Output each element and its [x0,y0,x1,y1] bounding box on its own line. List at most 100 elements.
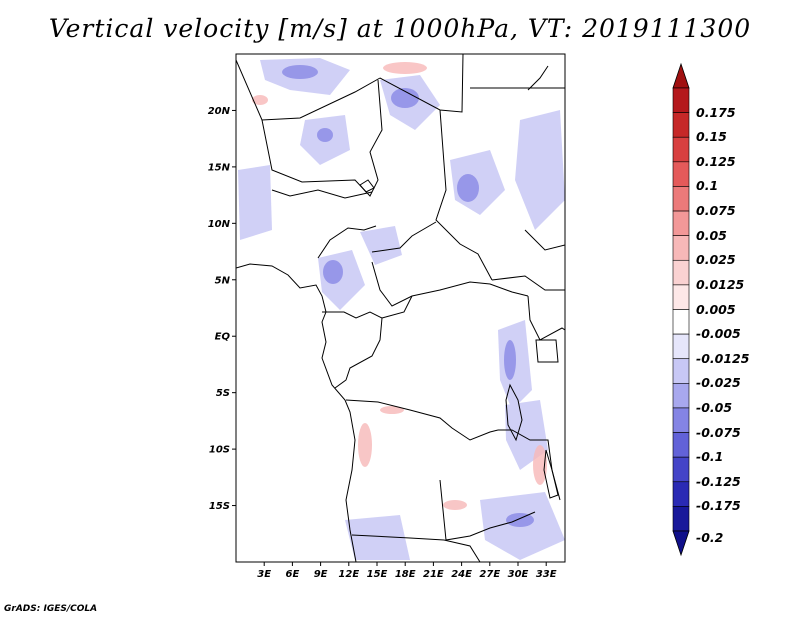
colorbar-box [672,235,690,261]
colorbar-label: -0.075 [696,424,741,440]
velocity-patch-west-coast [238,165,272,240]
lake-chad [359,179,375,193]
velocity-core-4 [323,260,343,284]
border-libya-egypt [379,54,464,113]
velocity-pos-3 [358,423,372,467]
colorbar [672,62,690,557]
lake-tanganyika [505,383,523,442]
border-chad-sudan [435,109,493,281]
lat-tick-label: 5S [216,388,230,399]
lat-tick-label: EQ [215,332,231,343]
lake-victoria [535,339,559,363]
colorbar-box [672,358,690,384]
colorbar-label: 0.1 [696,178,719,194]
lon-tick-label: 33E [536,569,557,580]
lat-tick-label: 10S [209,445,230,456]
colorbar-label: 0.0125 [696,276,745,292]
colorbar-label: -0.175 [696,498,741,514]
velocity-pos-5 [443,500,467,510]
velocity-core-6 [317,128,333,142]
sinai-coast [527,65,549,91]
lon-tick-label: 21E [423,569,444,580]
border-drc-angola [345,399,499,441]
colorbar-box [672,112,690,138]
colorbar-label: -0.125 [696,473,741,489]
lon-tick-label: 9E [314,569,328,580]
colorbar-top-arrow [672,62,690,89]
map-frame [235,53,566,563]
border-nigeria-cameroon [317,225,377,259]
border-sudan-south-sudan [491,275,565,291]
colorbar-label: 0.025 [696,252,736,268]
grads-credit: GrADS: IGES/COLA [4,604,98,614]
colorbar-box [672,333,690,360]
lon-tick-label: 6E [286,569,300,580]
velocity-patch-chad [360,226,402,265]
colorbar-label: -0.1 [696,449,724,465]
lon-tick-label: 3E [257,569,271,580]
velocity-core-3 [457,174,479,202]
colorbar-label: 0.125 [696,153,736,169]
lon-tick-label: 30E [508,569,529,580]
colorbar-label: -0.0125 [696,350,750,366]
colorbar-box [672,506,690,532]
velocity-field [238,58,565,560]
velocity-patch-cameroon [318,250,365,310]
border-algeria-libya [236,59,381,121]
colorbar-box [672,87,690,113]
lat-axis: 20N 15N 10N 5N EQ 5S 10S 15S [208,106,236,512]
coastlines-and-borders [236,54,565,562]
border-niger-nigeria [271,189,373,199]
border-angola-zambia [439,479,536,541]
lat-tick-label: 15S [209,501,230,512]
velocity-patch-south-west [345,515,410,560]
velocity-patch-ethiopia [515,110,565,230]
colorbar-label: 0.05 [696,227,727,243]
colorbar-box [672,432,690,458]
lat-tick-label: 10N [208,219,231,230]
lake-malawi [543,449,559,499]
lat-tick-label: 5N [215,275,231,286]
colorbar-box [672,284,690,310]
lon-tick-label: 24E [451,569,472,580]
velocity-core-2 [391,88,419,108]
colorbar-label: 0.15 [696,129,727,145]
map-title: Vertical velocity [m/s] at 1000hPa, VT: … [48,14,752,43]
lon-tick-label: 15E [367,569,388,580]
colorbar-box [672,309,690,335]
colorbar-label: 0.005 [696,301,736,317]
lon-tick-label: 27E [479,569,500,580]
colorbar-box [672,186,690,212]
border-namibia [351,534,481,562]
colorbar-box [672,210,690,236]
colorbar-box [672,383,690,409]
colorbar-box [672,407,690,433]
coastline-west-africa [236,263,357,562]
colorbar-box [672,456,690,483]
colorbar-label: -0.025 [696,375,741,391]
border-chad-car [371,221,437,253]
velocity-pos-2 [252,95,268,105]
colorbar-label: -0.05 [696,399,733,415]
colorbar-label: 0.075 [696,203,736,219]
velocity-core-1 [282,65,318,79]
border-mali-niger [261,79,383,197]
colorbar-label: 0.175 [696,104,736,120]
colorbar-label: -0.2 [696,530,724,545]
colorbar-box [672,259,690,286]
lon-tick-label: 18E [395,569,416,580]
colorbar-bottom-arrow [672,530,690,557]
border-car-drc [371,261,529,307]
velocity-core-7 [506,513,534,527]
lat-tick-label: 20N [208,106,231,117]
lat-tick-label: 15N [208,162,231,173]
velocity-pos-4 [533,445,547,485]
colorbar-box [672,481,690,507]
colorbar-label: -0.005 [696,326,741,342]
lon-axis: 3E 6E 9E 12E 15E 18E 21E 24E 27E 30E 33E [257,562,557,580]
border-cameroon-gabon [322,311,383,319]
lon-tick-label: 12E [338,569,359,580]
colorbar-box [672,136,690,163]
velocity-pos-6 [380,406,404,414]
